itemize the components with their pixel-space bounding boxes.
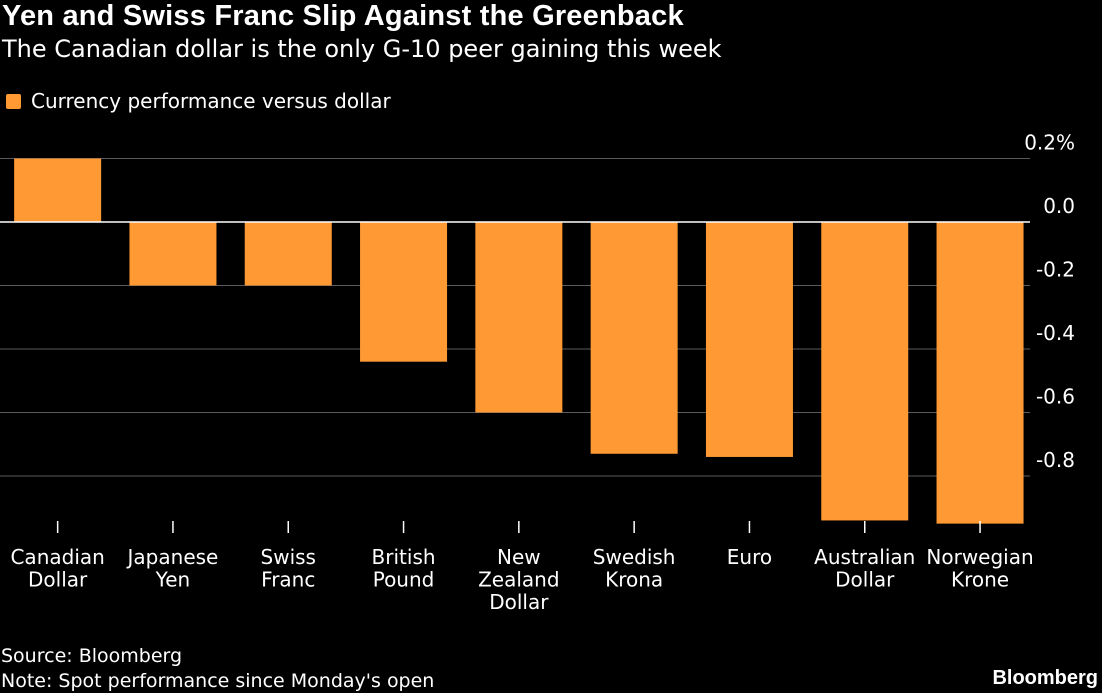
bar	[705, 222, 793, 457]
x-tick-label: British Pound	[372, 545, 436, 592]
chart-title: Yen and Swiss Franc Slip Against the Gre…	[2, 0, 684, 32]
bar	[360, 222, 448, 362]
bar	[14, 158, 102, 222]
x-tick-label: Swedish Krona	[593, 545, 676, 592]
x-tick-label: Norwegian Krone	[926, 545, 1033, 592]
bar	[936, 222, 1024, 524]
y-tick-label: -0.4	[1036, 321, 1075, 345]
x-tick-label: New Zealand Dollar	[478, 545, 559, 614]
x-tick-label: Canadian Dollar	[10, 545, 104, 592]
chart-subtitle: The Canadian dollar is the only G-10 pee…	[2, 35, 722, 63]
bloomberg-logo: Bloomberg	[992, 667, 1098, 689]
legend-swatch	[6, 93, 21, 109]
y-tick-label: 0.0	[1043, 194, 1075, 218]
bar	[129, 222, 217, 286]
source-note: Source: Bloomberg	[1, 645, 183, 667]
x-tick-label: Euro	[727, 545, 772, 569]
y-tick-label: -0.8	[1036, 448, 1075, 472]
x-tick-label: Australian Dollar	[814, 545, 915, 592]
y-axis-ticks: 0.2% 0.0 -0.2 -0.4 -0.6 -0.8	[1024, 131, 1075, 473]
bars	[14, 158, 1024, 524]
y-tick-label: 0.2%	[1024, 131, 1075, 155]
x-tick-label: Swiss Franc	[261, 545, 316, 592]
bar	[475, 222, 563, 413]
footnote: Note: Spot performance since Monday's op…	[1, 670, 435, 692]
bar	[244, 222, 332, 286]
y-tick-label: -0.2	[1036, 258, 1075, 282]
bar	[590, 222, 678, 454]
legend: Currency performance versus dollar	[6, 89, 391, 113]
bar	[821, 222, 909, 521]
legend-label: Currency performance versus dollar	[31, 89, 391, 113]
x-axis-ticks: Canadian Dollar Japanese Yen Swiss Franc Briti…	[10, 521, 1034, 614]
y-tick-label: -0.6	[1036, 385, 1075, 409]
x-tick-label: Japanese Yen	[126, 545, 219, 592]
